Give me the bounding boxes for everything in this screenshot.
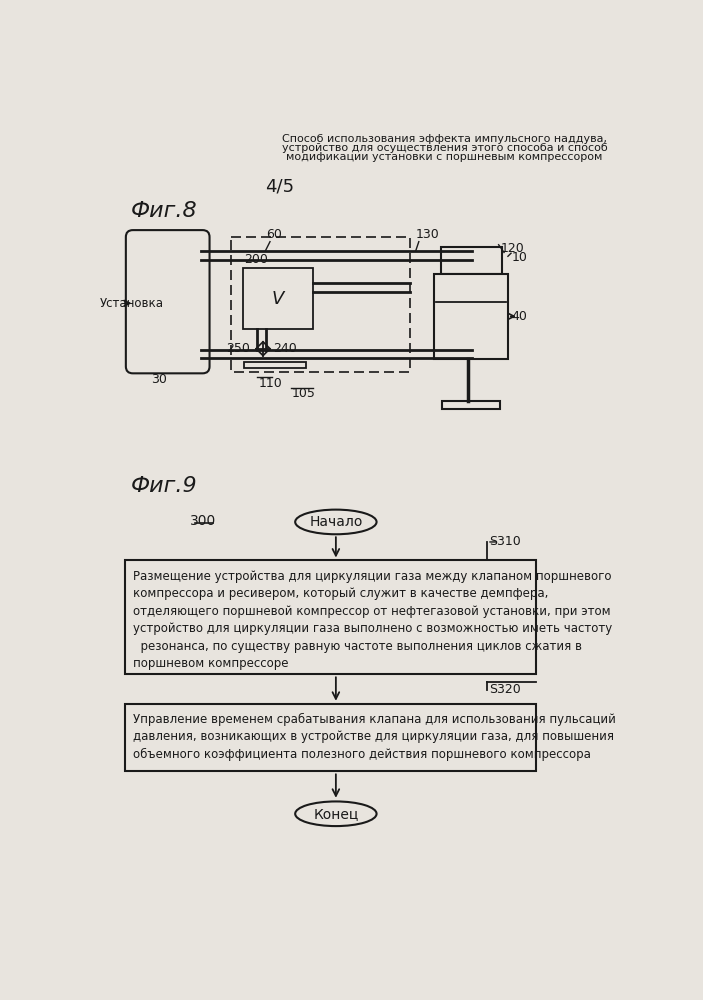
Text: 4/5: 4/5 [266, 178, 295, 196]
Ellipse shape [295, 510, 377, 534]
Text: 250: 250 [226, 342, 250, 355]
Text: Установка: Установка [101, 297, 165, 310]
Text: модификации установки с поршневым компрессором: модификации установки с поршневым компре… [286, 152, 602, 162]
Text: 30: 30 [151, 373, 167, 386]
Text: 120: 120 [500, 242, 524, 255]
Text: 240: 240 [273, 342, 297, 355]
Text: 60: 60 [266, 228, 282, 241]
Text: 200: 200 [245, 253, 269, 266]
Bar [125, 704, 536, 771]
Bar [434, 274, 508, 359]
Bar [243, 268, 313, 329]
Bar [125, 560, 536, 674]
Bar [231, 237, 410, 372]
Text: 130: 130 [415, 228, 439, 241]
Text: Начало: Начало [309, 515, 363, 529]
Bar [441, 247, 502, 274]
Text: Размещение устройства для циркуляции газа между клапаном поршневого
компрессора : Размещение устройства для циркуляции газ… [133, 570, 612, 670]
Text: 110: 110 [259, 377, 282, 390]
Text: Управление временем срабатывания клапана для использования пульсаций
давления, в: Управление временем срабатывания клапана… [133, 713, 616, 761]
Text: 105: 105 [292, 387, 316, 400]
Bar [442, 401, 500, 409]
Text: V: V [271, 290, 284, 308]
Text: 300: 300 [189, 514, 216, 528]
Bar [245, 362, 307, 368]
Text: 10: 10 [512, 251, 528, 264]
Text: устройство для осуществления этого способа и способ: устройство для осуществления этого спосо… [281, 143, 607, 153]
Text: Конец: Конец [314, 807, 359, 821]
FancyBboxPatch shape [126, 230, 209, 373]
Text: Фиг.8: Фиг.8 [131, 201, 197, 221]
Text: Фиг.9: Фиг.9 [131, 476, 197, 496]
Text: S310: S310 [489, 535, 521, 548]
Ellipse shape [295, 801, 377, 826]
Text: S320: S320 [489, 683, 521, 696]
Text: Способ использования эффекта импульсного наддува,: Способ использования эффекта импульсного… [282, 134, 607, 144]
Text: 40: 40 [512, 310, 528, 323]
